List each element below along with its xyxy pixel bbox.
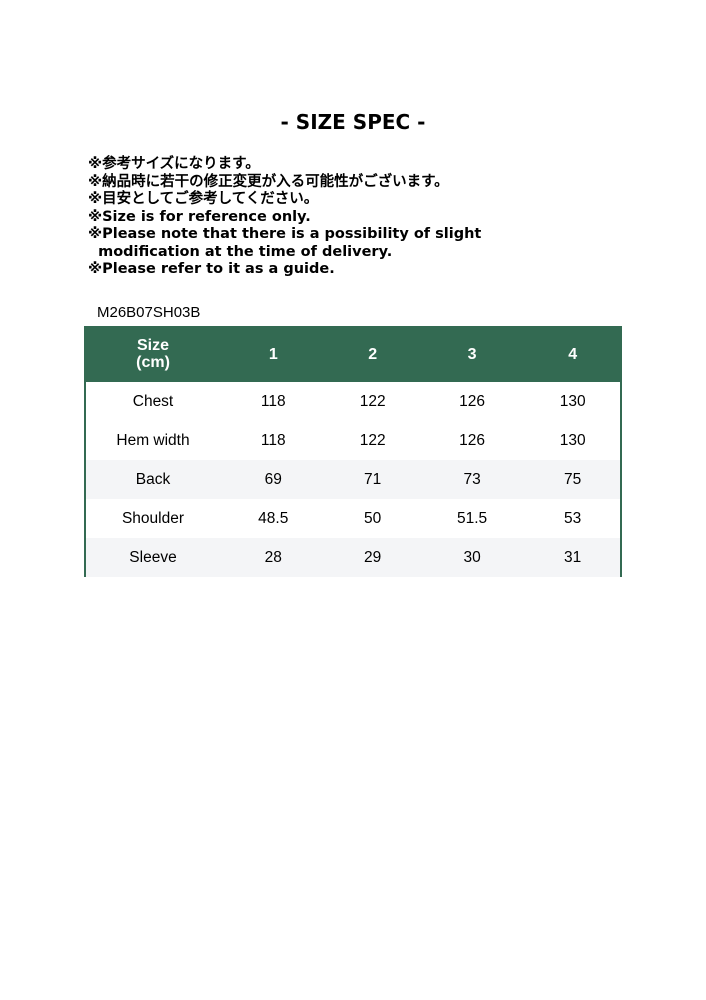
table-row: Shoulder 48.5 50 51.5 53 xyxy=(85,499,621,538)
row-label: Hem width xyxy=(116,431,190,449)
table-cell: 130 xyxy=(559,431,586,449)
row-label: Shoulder xyxy=(121,509,185,527)
table-row: Back 69 71 73 75 xyxy=(85,460,621,499)
note: ※Please note that there is a possibility… xyxy=(88,226,482,242)
notes: ※参考サイズになります。 ※納品時に若干の修正変更が入る可能性がございます。 ※… xyxy=(88,156,481,279)
table-cell: 29 xyxy=(326,538,419,577)
row-label: Back xyxy=(85,460,220,499)
note: ※Please refer to it as a guide. xyxy=(88,261,335,277)
table-cell: 75 xyxy=(525,460,621,499)
table-cell: 130 xyxy=(559,392,586,410)
table-cell: 122 xyxy=(359,431,386,449)
note: ※参考サイズになります。 xyxy=(88,156,260,172)
table-row: Hem width 118 122 126 130 xyxy=(85,421,621,460)
size-table: Size (cm) 1 2 3 4 Chest 118 122 126 130 Hem wi… xyxy=(84,326,622,577)
table-cell: 126 xyxy=(459,431,486,449)
note: ※納品時に若干の修正変更が入る可能性がございます。 xyxy=(88,173,449,190)
table-cell: 31 xyxy=(525,538,621,577)
table-row: Sleeve 28 29 30 31 xyxy=(85,538,621,577)
table-cell: 73 xyxy=(418,460,526,499)
page-title: - SIZE SPEC - xyxy=(280,110,426,134)
header-row: Size (cm) 1 2 3 4 xyxy=(85,326,621,382)
table-cell: 71 xyxy=(326,460,419,499)
row-label: Chest xyxy=(132,392,174,410)
table-cell: 28 xyxy=(220,538,327,577)
table-cell: 48.5 xyxy=(258,509,289,527)
table-cell: 118 xyxy=(260,431,286,449)
table-cell: 69 xyxy=(220,460,327,499)
header-size: Size (cm) xyxy=(85,326,220,382)
row-label: Sleeve xyxy=(85,538,220,577)
table-row: Chest 118 122 126 130 xyxy=(85,382,621,421)
note: ※Size is for reference only. xyxy=(88,208,311,225)
table-cell: 122 xyxy=(359,392,386,410)
table-cell: 51.5 xyxy=(457,509,488,527)
table-cell: 50 xyxy=(364,509,382,527)
header-cell: 1 xyxy=(220,326,327,382)
table-cell: 53 xyxy=(564,509,582,527)
note: ※目安としてご参考してください。 xyxy=(88,191,319,207)
table-cell: 30 xyxy=(418,538,526,577)
table-cell: 118 xyxy=(260,392,286,410)
header-cell: 2 xyxy=(326,326,419,382)
note: modification at the time of delivery. xyxy=(88,243,393,260)
product-code: M26B07SH03B xyxy=(97,304,201,321)
table-cell: 126 xyxy=(459,392,486,410)
header-cell: 4 xyxy=(525,326,621,382)
header-cell: 3 xyxy=(418,326,526,382)
